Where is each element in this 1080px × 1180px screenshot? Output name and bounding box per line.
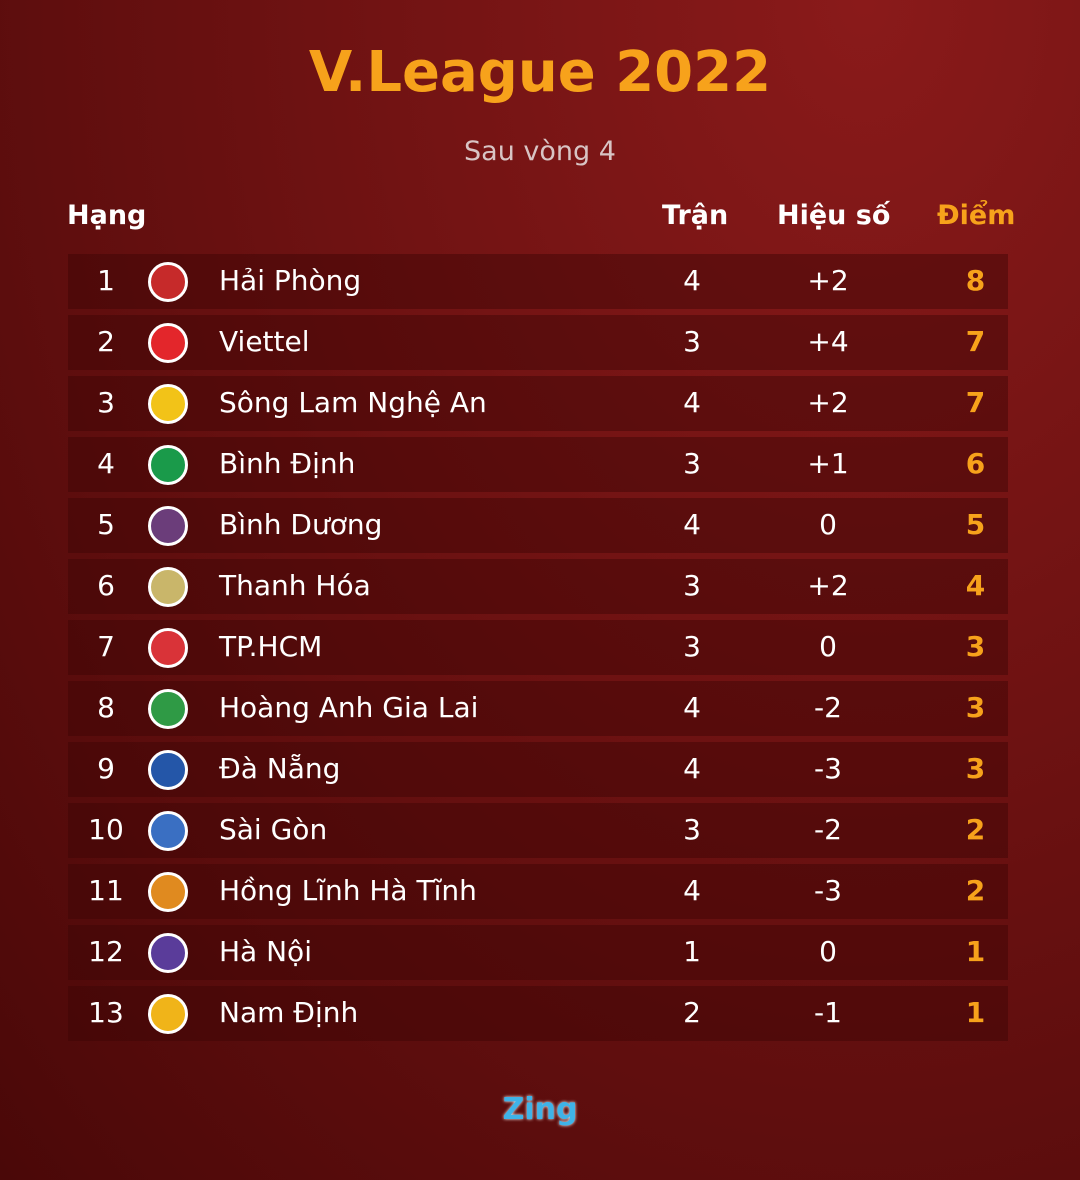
table-row: 9 Đà Nẵng 4 -3 3 bbox=[68, 742, 1008, 797]
goal-difference: 0 bbox=[819, 935, 837, 968]
goal-difference: -3 bbox=[814, 752, 842, 785]
goal-difference: 0 bbox=[819, 508, 837, 541]
goal-difference: +2 bbox=[807, 264, 849, 297]
table-row: 5 Bình Dương 4 0 5 bbox=[68, 498, 1008, 553]
table-row: 4 Bình Định 3 +1 6 bbox=[68, 437, 1008, 492]
team-name: Sông Lam Nghệ An bbox=[219, 386, 487, 419]
team-logo-icon bbox=[148, 689, 188, 729]
team-logo-icon bbox=[148, 811, 188, 851]
goal-difference: +4 bbox=[807, 325, 849, 358]
matches-played: 4 bbox=[683, 691, 701, 724]
points: 5 bbox=[965, 508, 986, 541]
team-name: Sài Gòn bbox=[219, 813, 328, 846]
matches-played: 4 bbox=[683, 508, 701, 541]
points: 4 bbox=[965, 569, 986, 602]
points: 1 bbox=[965, 935, 986, 968]
team-name: Thanh Hóa bbox=[219, 569, 371, 602]
team-logo-icon bbox=[148, 750, 188, 790]
team-name: Hoàng Anh Gia Lai bbox=[219, 691, 479, 724]
team-logo-icon bbox=[148, 384, 188, 424]
table-row: 1 Hải Phòng 4 +2 8 bbox=[68, 254, 1008, 309]
goal-difference: +2 bbox=[807, 386, 849, 419]
points: 8 bbox=[965, 264, 986, 297]
goal-difference: -1 bbox=[814, 996, 842, 1029]
matches-played: 4 bbox=[683, 874, 701, 907]
table-row: 8 Hoàng Anh Gia Lai 4 -2 3 bbox=[68, 681, 1008, 736]
team-name: Đà Nẵng bbox=[219, 752, 341, 785]
team-logo-icon bbox=[148, 445, 188, 485]
header-played: Trận bbox=[662, 200, 729, 231]
team-logo-icon bbox=[148, 506, 188, 546]
rank: 4 bbox=[97, 447, 115, 480]
team-logo-icon bbox=[148, 933, 188, 973]
table-row: 12 Hà Nội 1 0 1 bbox=[68, 925, 1008, 980]
team-logo-icon bbox=[148, 994, 188, 1034]
team-logo-icon bbox=[148, 872, 188, 912]
matches-played: 3 bbox=[683, 630, 701, 663]
team-logo-icon bbox=[148, 323, 188, 363]
goal-difference: -2 bbox=[814, 691, 842, 724]
goal-difference: +1 bbox=[807, 447, 849, 480]
table-row: 10 Sài Gòn 3 -2 2 bbox=[68, 803, 1008, 858]
team-name: Bình Dương bbox=[219, 508, 383, 541]
team-name: Viettel bbox=[219, 325, 310, 358]
points: 2 bbox=[965, 874, 986, 907]
matches-played: 3 bbox=[683, 813, 701, 846]
points: 3 bbox=[965, 691, 986, 724]
rank: 12 bbox=[88, 935, 124, 968]
matches-played: 1 bbox=[683, 935, 701, 968]
header-points: Điểm bbox=[937, 200, 1016, 231]
rank: 9 bbox=[97, 752, 115, 785]
points: 7 bbox=[965, 325, 986, 358]
rank: 7 bbox=[97, 630, 115, 663]
rank: 5 bbox=[97, 508, 115, 541]
points: 1 bbox=[965, 996, 986, 1029]
goal-difference: -3 bbox=[814, 874, 842, 907]
rank: 2 bbox=[97, 325, 115, 358]
team-logo-icon bbox=[148, 262, 188, 302]
table-row: 13 Nam Định 2 -1 1 bbox=[68, 986, 1008, 1041]
rank: 8 bbox=[97, 691, 115, 724]
team-name: Nam Định bbox=[219, 996, 359, 1029]
header-rank: Hạng bbox=[67, 200, 147, 231]
team-name: Hồng Lĩnh Hà Tĩnh bbox=[219, 874, 477, 907]
rank: 3 bbox=[97, 386, 115, 419]
goal-difference: -2 bbox=[814, 813, 842, 846]
team-name: Hải Phòng bbox=[219, 264, 362, 297]
team-name: Bình Định bbox=[219, 447, 356, 480]
points: 2 bbox=[965, 813, 986, 846]
rank: 13 bbox=[88, 996, 124, 1029]
header-diff: Hiệu số bbox=[777, 200, 891, 231]
team-logo-icon bbox=[148, 567, 188, 607]
page-title: V.League 2022 bbox=[308, 40, 772, 105]
table-row: 2 Viettel 3 +4 7 bbox=[68, 315, 1008, 370]
matches-played: 4 bbox=[683, 386, 701, 419]
rank: 11 bbox=[88, 874, 124, 907]
team-name: Hà Nội bbox=[219, 935, 312, 968]
table-row: 3 Sông Lam Nghệ An 4 +2 7 bbox=[68, 376, 1008, 431]
points: 3 bbox=[965, 752, 986, 785]
team-logo-icon bbox=[148, 628, 188, 668]
table-row: 6 Thanh Hóa 3 +2 4 bbox=[68, 559, 1008, 614]
rank: 1 bbox=[97, 264, 115, 297]
matches-played: 4 bbox=[683, 752, 701, 785]
zing-logo-text: Zing bbox=[502, 1092, 578, 1127]
table-row: 7 TP.HCM 3 0 3 bbox=[68, 620, 1008, 675]
subtitle: Sau vòng 4 bbox=[464, 136, 616, 167]
matches-played: 2 bbox=[683, 996, 701, 1029]
matches-played: 4 bbox=[683, 264, 701, 297]
table-row: 11 Hồng Lĩnh Hà Tĩnh 4 -3 2 bbox=[68, 864, 1008, 919]
goal-difference: +2 bbox=[807, 569, 849, 602]
rank: 6 bbox=[97, 569, 115, 602]
team-name: TP.HCM bbox=[219, 630, 323, 663]
points: 3 bbox=[965, 630, 986, 663]
rank: 10 bbox=[88, 813, 124, 846]
points: 7 bbox=[965, 386, 986, 419]
matches-played: 3 bbox=[683, 325, 701, 358]
matches-played: 3 bbox=[683, 569, 701, 602]
points: 6 bbox=[965, 447, 986, 480]
goal-difference: 0 bbox=[819, 630, 837, 663]
zing-logo: Zing bbox=[0, 1092, 1080, 1127]
matches-played: 3 bbox=[683, 447, 701, 480]
